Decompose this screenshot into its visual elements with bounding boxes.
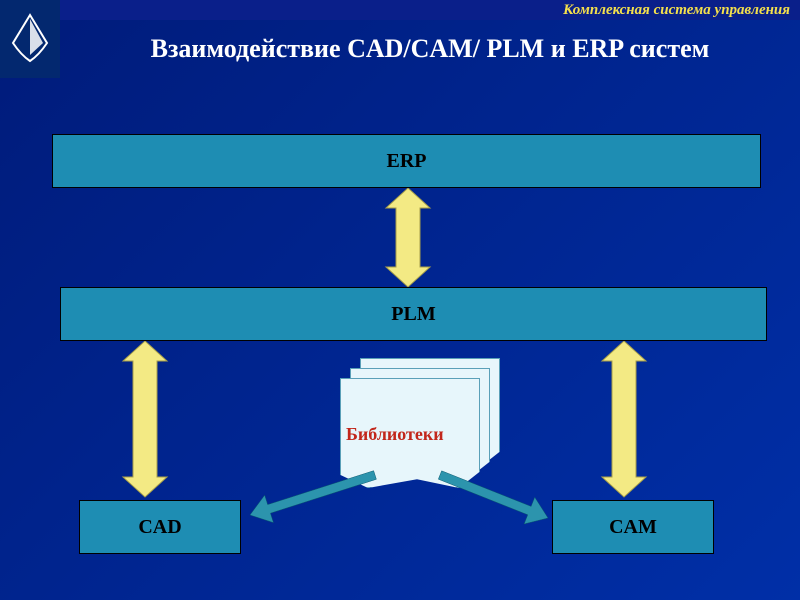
arrow-lib-cam xyxy=(0,0,800,600)
